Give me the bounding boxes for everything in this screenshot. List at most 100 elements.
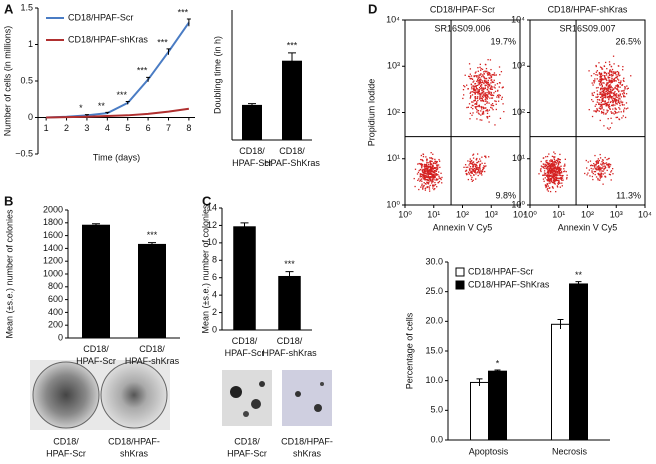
event-dot (613, 71, 615, 73)
event-dot (423, 172, 426, 174)
event-dot (600, 163, 602, 165)
event-dot (619, 94, 621, 97)
event-dot (483, 107, 485, 110)
event-dot (617, 86, 619, 88)
event-dot (619, 82, 621, 84)
event-dot (553, 178, 555, 180)
event-dot (491, 86, 493, 88)
event-dot (429, 161, 431, 163)
event-dot (490, 88, 493, 90)
photo (222, 370, 272, 426)
event-dot (554, 153, 556, 155)
event-dot (551, 186, 554, 188)
event-dot (609, 63, 611, 66)
event-dot (615, 96, 617, 98)
event-dot (432, 180, 434, 183)
event-dot (601, 88, 604, 90)
event-dot (554, 178, 556, 180)
colony (259, 381, 265, 387)
event-dot (475, 71, 477, 73)
significance: * (496, 358, 500, 368)
event-dot (477, 105, 479, 108)
event-dot (621, 84, 624, 86)
event-dot (550, 180, 552, 182)
event-dot (496, 96, 498, 98)
event-dot (547, 180, 549, 182)
event-dot (469, 68, 472, 70)
event-dot (614, 108, 616, 110)
event-dot (413, 177, 415, 180)
event-dot (560, 165, 562, 167)
event-dot (545, 184, 547, 186)
event-dot (606, 79, 608, 82)
event-dot (547, 175, 549, 177)
event-dot (437, 168, 439, 170)
event-dot (608, 173, 611, 175)
event-dot (473, 80, 475, 82)
error-bar (288, 52, 296, 69)
event-dot (611, 89, 613, 91)
event-dot (606, 103, 609, 106)
event-dot (434, 170, 436, 172)
event-dot (546, 163, 548, 165)
event-dot (481, 81, 483, 84)
event-dot (606, 87, 608, 89)
event-dot (471, 176, 473, 179)
event-dot (470, 95, 472, 97)
event-dot (494, 84, 496, 86)
colony (320, 382, 324, 386)
event-dot (557, 174, 559, 176)
event-dot (468, 164, 470, 166)
event-dot (430, 178, 432, 180)
event-dot (441, 182, 443, 184)
event-dot (546, 172, 549, 174)
event-dot (500, 98, 503, 100)
event-dot (484, 85, 487, 87)
event-dot (481, 170, 483, 172)
event-dot (596, 167, 598, 169)
x-tick-label: CD18/HPAF-ShKras (264, 146, 320, 168)
event-dot (435, 170, 438, 172)
event-dot (489, 74, 491, 77)
event-dot (498, 86, 500, 88)
event-dot (487, 110, 489, 112)
event-dot (600, 104, 602, 106)
event-dot (543, 172, 546, 174)
event-dot (614, 71, 616, 73)
event-dot (598, 165, 600, 167)
event-dot (486, 116, 488, 118)
event-dot (469, 118, 471, 120)
event-dot (555, 179, 557, 182)
event-dot (426, 160, 428, 162)
event-dot (588, 169, 591, 171)
event-dot (427, 179, 430, 181)
event-dot (431, 179, 434, 181)
event-dot (592, 178, 594, 181)
y-tick-label: 1800 (43, 217, 63, 227)
event-dot (484, 155, 486, 157)
event-dot (428, 190, 431, 192)
event-dot (479, 77, 481, 79)
event-dot (543, 174, 546, 176)
event-dot (484, 95, 486, 97)
event-dot (475, 178, 477, 180)
event-dot (422, 187, 424, 189)
event-dot (417, 179, 419, 182)
plot-title: CD18/HPAF-shKras (548, 4, 628, 14)
event-dot (485, 84, 487, 86)
event-dot (608, 90, 610, 93)
event-dot (553, 156, 555, 158)
event-dot (619, 93, 621, 95)
event-dot (561, 177, 564, 179)
event-dot (492, 108, 494, 111)
event-dot (554, 156, 556, 158)
event-dot (607, 163, 609, 165)
event-dot (488, 115, 491, 118)
event-dot (555, 178, 557, 181)
y-tick-label: 8 (212, 255, 217, 265)
event-dot (602, 74, 604, 77)
event-dot (554, 174, 556, 176)
event-dot (545, 156, 547, 158)
event-dot (607, 85, 610, 88)
event-dot (566, 174, 568, 176)
